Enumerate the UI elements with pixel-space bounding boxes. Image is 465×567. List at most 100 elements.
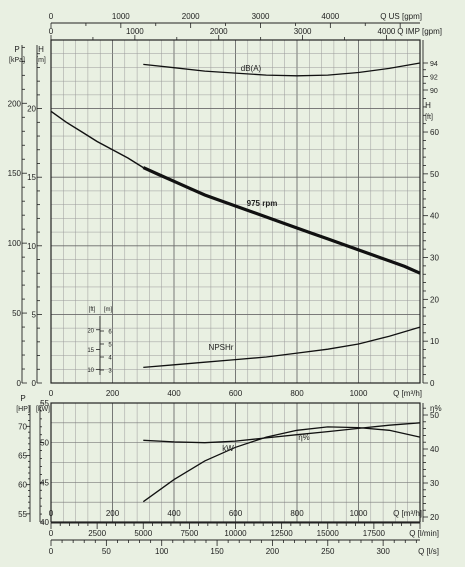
flow-tick-label: 400 (167, 389, 181, 398)
ls-tick-label: 250 (321, 547, 335, 556)
kpa-tick-label: 0 (17, 379, 22, 388)
ft-tick-label: 30 (430, 254, 439, 263)
hp-unit: [HP] (16, 406, 30, 413)
m-tick-label: 15 (27, 173, 36, 182)
kpa-tick-label: 200 (8, 99, 22, 108)
flow2-axis-label: Q [m³/h] (393, 509, 422, 518)
flow2-tick-label: 800 (290, 509, 304, 518)
head-curve-low-flow (50, 110, 144, 169)
flow2-tick-label: 600 (229, 509, 243, 518)
m-tick-label: 10 (27, 242, 36, 251)
db-tick-label: 90 (430, 88, 438, 95)
hp-symbol: P (20, 394, 25, 403)
grid (50, 39, 421, 523)
us-gpm-tick-label: 2000 (182, 12, 200, 21)
ls-tick-label: 0 (49, 547, 54, 556)
eta-unit: η% (430, 404, 442, 413)
kw-curve (143, 422, 421, 444)
imp-gpm-tick-label: 0 (49, 27, 54, 36)
npsh-m-tick-label: 6 (108, 330, 112, 336)
flow2-tick-label: 1000 (350, 509, 368, 518)
eta-tick-label: 50 (430, 411, 439, 420)
npsh-m-tick-label: 3 (108, 369, 112, 375)
lmin-tick-label: 10000 (224, 529, 247, 538)
hp-tick-label: 55 (18, 510, 27, 519)
kw-tick-label: 50 (40, 439, 49, 448)
db-tick-label: 94 (430, 61, 438, 68)
ft-tick-label: 10 (430, 337, 439, 346)
curves (50, 62, 421, 503)
hp-tick-label: 70 (18, 422, 27, 431)
lmin-tick-label: 0 (49, 529, 54, 538)
ls-tick-label: 200 (266, 547, 280, 556)
ft-tick-label: 50 (430, 170, 439, 179)
flow-tick-label: 800 (290, 389, 304, 398)
plot-frames (21, 22, 428, 546)
us-gpm-tick-label: 0 (49, 12, 54, 21)
npshr-curve (143, 326, 421, 369)
ft-unit: [ft] (425, 114, 433, 121)
kpa-unit: [kPa] (9, 57, 25, 64)
lower-plot-frame (50, 402, 421, 523)
flow-tick-label: 1000 (350, 389, 368, 398)
m-tick-label: 20 (27, 105, 36, 114)
flow-axis-label: Q [m³/h] (393, 389, 422, 398)
flow-tick-label: 0 (49, 389, 54, 398)
eta-curve-label: η% (298, 433, 310, 442)
eta-tick-label: 20 (430, 513, 439, 522)
db-curve-label: dB(A) (241, 64, 262, 73)
labels: 0 1000 2000 3000 4000 Q US [gpm]0 1000 2000 3000… (8, 12, 442, 556)
us-gpm-tick-label: 3000 (252, 12, 270, 21)
lmin-tick-label: 12500 (271, 529, 294, 538)
kw-tick-label: 40 (40, 518, 49, 527)
us-gpm-tick-label: 1000 (112, 12, 130, 21)
kpa-tick-label: 150 (8, 169, 22, 178)
kpa-tick-label: 50 (12, 309, 21, 318)
ls-tick-label: 300 (376, 547, 390, 556)
hp-tick-label: 60 (18, 481, 27, 490)
npshr-curve-label: NPSHr (209, 343, 234, 352)
flow2-tick-label: 400 (167, 509, 181, 518)
lmin-tick-label: 7500 (180, 529, 198, 538)
npsh-ft-tick-label: 15 (87, 348, 94, 354)
rpm-label: 975 rpm (247, 199, 278, 208)
db-tick-label: 92 (430, 75, 438, 82)
m-symbol: H (38, 45, 44, 54)
m-unit: [m] (36, 57, 46, 64)
npsh-m-tick-label: 5 (108, 343, 112, 349)
us-gpm-axis-label: Q US [gpm] (380, 12, 422, 21)
kw-curve-label: kW (222, 444, 234, 453)
hp-tick-label: 65 (18, 452, 27, 461)
npsh-ft-tick-label: 20 (87, 328, 94, 334)
m-tick-label: 0 (32, 379, 37, 388)
kw-tick-label: 45 (40, 478, 49, 487)
lmin-tick-label: 17500 (363, 529, 386, 538)
ft-tick-label: 0 (430, 379, 435, 388)
lmin-tick-label: 2500 (88, 529, 106, 538)
kpa-symbol: P (14, 45, 19, 54)
imp-gpm-tick-label: 1000 (126, 27, 144, 36)
flow2-tick-label: 200 (106, 509, 120, 518)
us-gpm-tick-label: 4000 (321, 12, 339, 21)
ls-tick-label: 100 (155, 547, 169, 556)
npsh-m-tick-label: 4 (108, 356, 112, 362)
ls-tick-label: 150 (210, 547, 224, 556)
lmin-tick-label: 5000 (134, 529, 152, 538)
db-curve (143, 62, 421, 77)
imp-gpm-tick-label: 4000 (378, 27, 396, 36)
ft-tick-label: 60 (430, 128, 439, 137)
lmin-tick-label: 15000 (317, 529, 340, 538)
eta-curve (142, 426, 421, 503)
ft-tick-label: 40 (430, 212, 439, 221)
ls-tick-label: 50 (102, 547, 111, 556)
flow-tick-label: 200 (106, 389, 120, 398)
imp-gpm-tick-label: 3000 (294, 27, 312, 36)
main-plot-frame (50, 39, 421, 384)
imp-gpm-axis-label: Q IMP [gpm] (397, 27, 442, 36)
npsh-m-unit: [m] (104, 307, 113, 313)
eta-tick-label: 40 (430, 445, 439, 454)
head-curve-975rpm (142, 166, 421, 275)
npsh-ft-tick-label: 10 (87, 368, 94, 374)
flow2-tick-label: 0 (49, 509, 54, 518)
